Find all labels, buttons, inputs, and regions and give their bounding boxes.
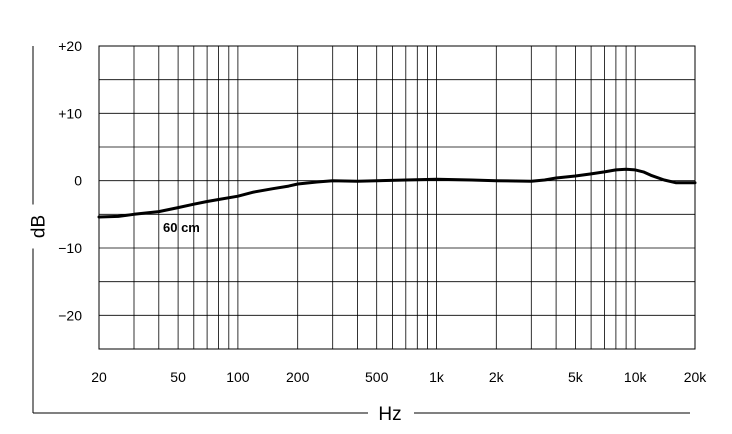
curve-annotation: 60 cm	[163, 220, 200, 235]
y-axis-label: dB	[29, 215, 50, 238]
y-tick-label: 0	[74, 173, 82, 189]
tick-labels: 20 50 100 200 500 1k 2k 5k 10k 20k +20 +10 0 −10 −20	[58, 38, 707, 385]
x-tick-label: 1k	[429, 369, 445, 385]
axis-bracket	[32, 46, 690, 414]
x-tick-label: 100	[226, 369, 250, 385]
y-tick-label: −10	[58, 240, 82, 256]
series-layer	[97, 167, 697, 219]
response-curve	[97, 167, 697, 219]
x-tick-label: 5k	[568, 369, 584, 385]
plot-frame	[98, 45, 696, 350]
y-tick-label: +10	[58, 105, 82, 121]
y-tick-label: +20	[58, 38, 82, 54]
x-tick-label: 2k	[489, 369, 505, 385]
x-tick-label: 20	[91, 369, 107, 385]
y-tick-label: −20	[58, 307, 82, 323]
x-axis-label: Hz	[378, 404, 401, 425]
x-tick-label: 20k	[684, 369, 708, 385]
x-tick-label: 500	[365, 369, 389, 385]
x-tick-label: 10k	[624, 369, 648, 385]
x-tick-label: 200	[286, 369, 310, 385]
x-tick-label: 50	[170, 369, 186, 385]
annotations: 60 cm	[163, 220, 200, 235]
